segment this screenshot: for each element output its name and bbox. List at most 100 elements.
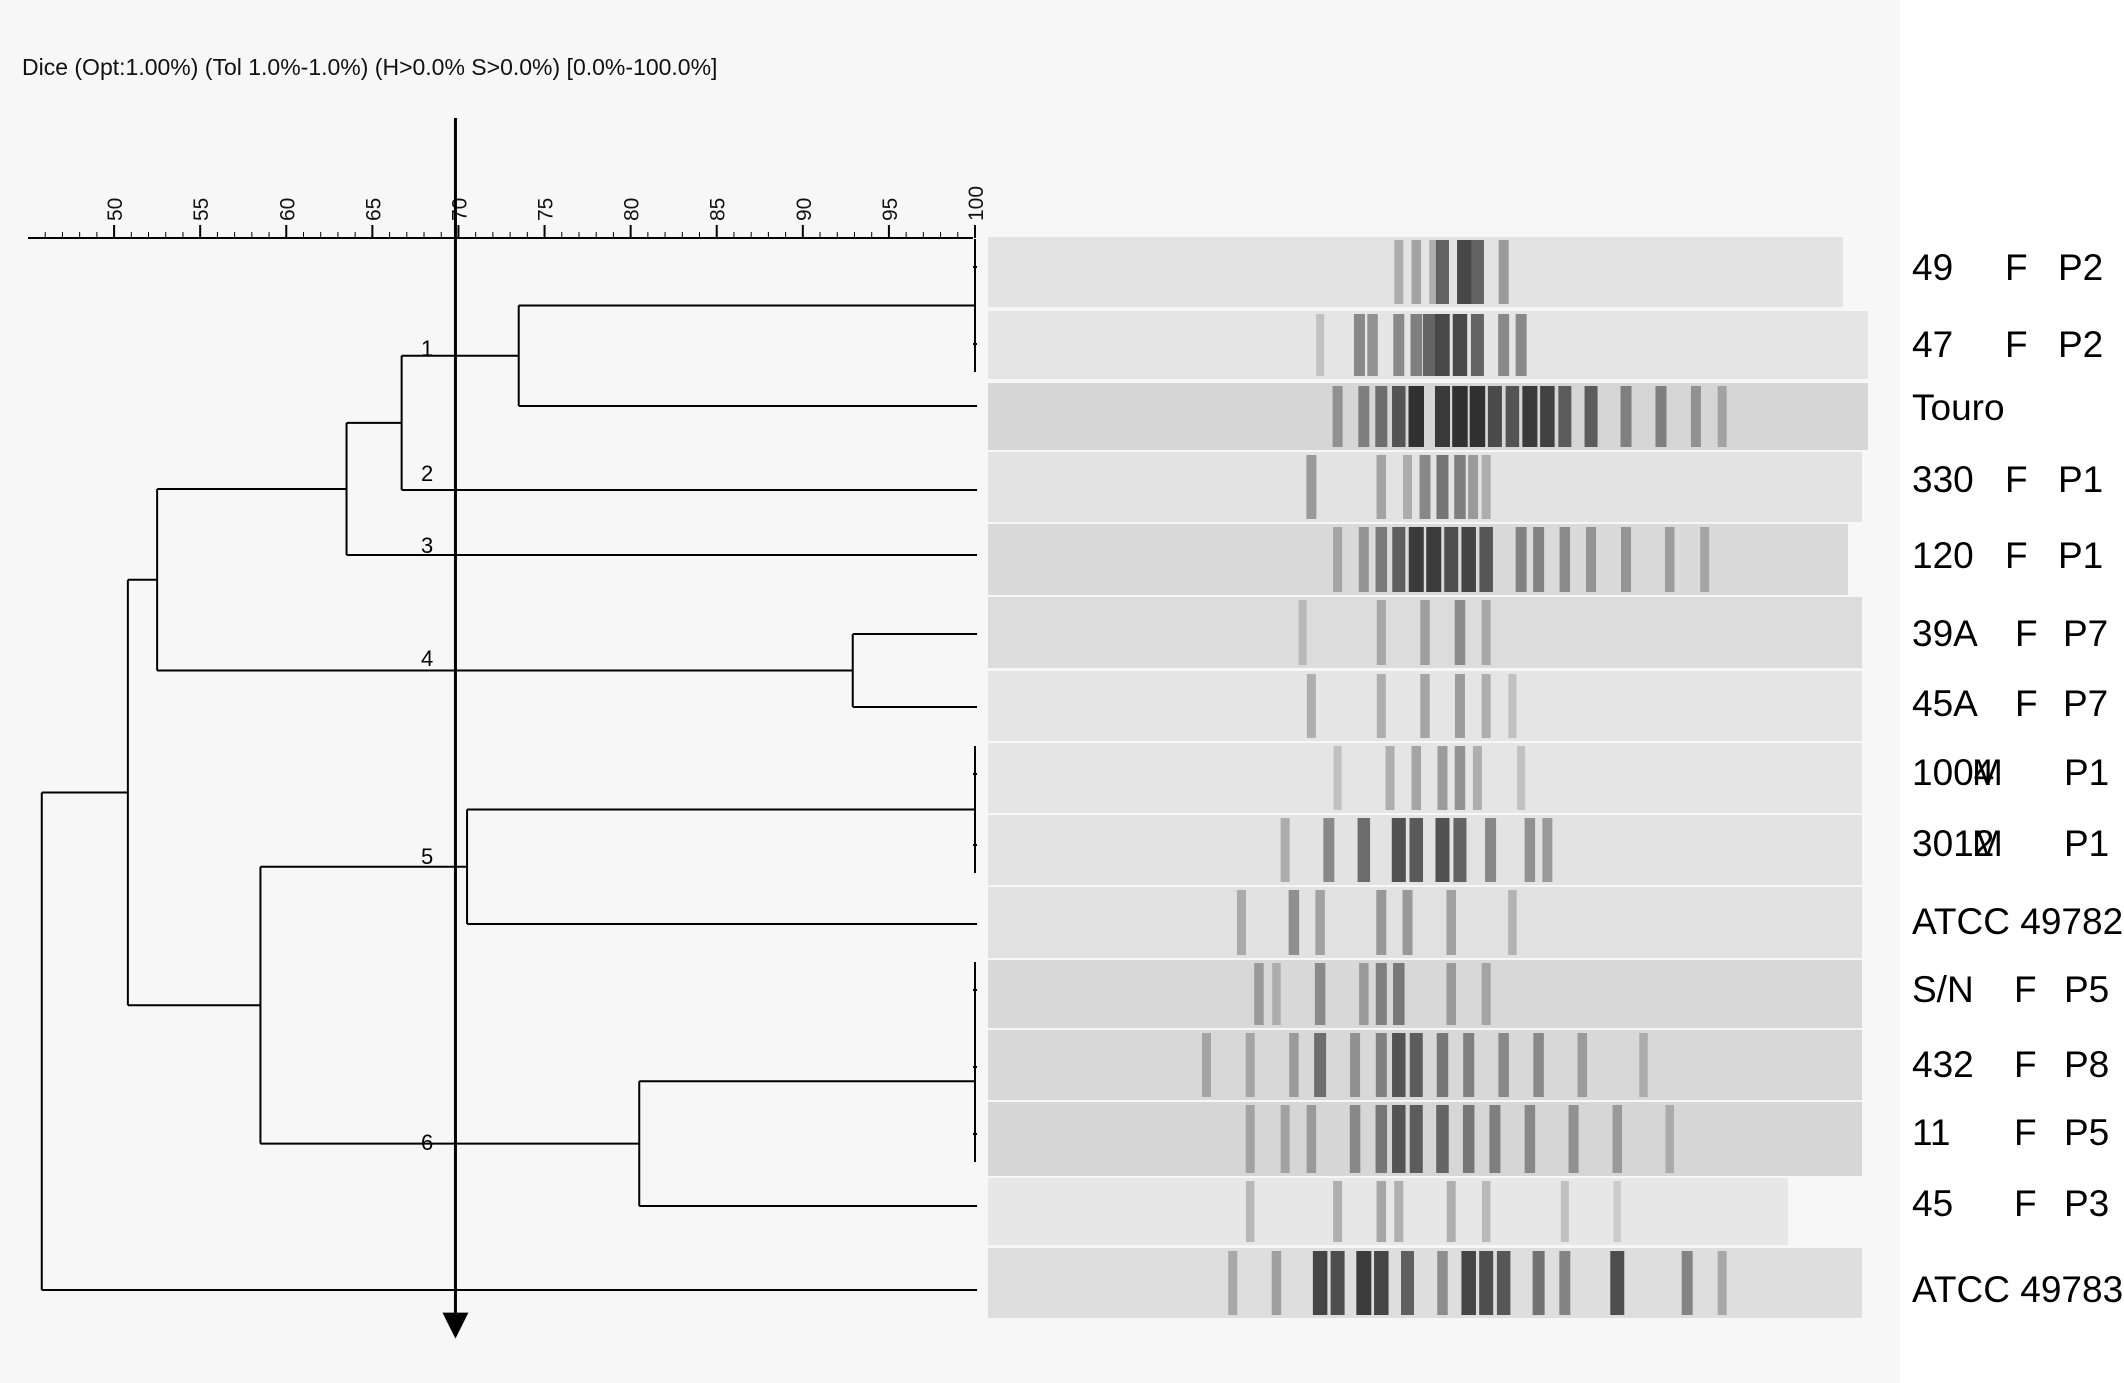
gel-band bbox=[1479, 527, 1493, 592]
scale-tick-label: 55 bbox=[190, 198, 213, 221]
gel-band bbox=[1461, 1251, 1476, 1315]
gel-band bbox=[1639, 1033, 1648, 1097]
gel-band bbox=[1306, 1105, 1317, 1173]
gel-band bbox=[1664, 527, 1675, 592]
gel-band bbox=[1353, 314, 1365, 376]
gel-band bbox=[1498, 240, 1509, 304]
gel-band bbox=[1717, 386, 1727, 447]
cluster-label: 4 bbox=[421, 646, 433, 671]
gel-band bbox=[1236, 890, 1246, 955]
gel-lanes bbox=[988, 237, 1868, 1318]
gel-lane bbox=[988, 887, 1862, 958]
gel-band bbox=[1446, 1181, 1456, 1242]
gel-band bbox=[1359, 963, 1369, 1025]
sample-sex: M bbox=[1972, 823, 2003, 864]
gel-band bbox=[1392, 1105, 1406, 1173]
scale-tick-label: 85 bbox=[707, 198, 730, 221]
gel-band bbox=[1690, 386, 1701, 447]
gel-band bbox=[1434, 386, 1450, 447]
cluster-label: 6 bbox=[421, 1130, 433, 1155]
gel-band bbox=[1540, 386, 1555, 447]
gel-band bbox=[1487, 386, 1502, 447]
gel-band bbox=[1700, 527, 1710, 592]
gel-lane bbox=[988, 743, 1862, 813]
sample-sex: F bbox=[2005, 535, 2028, 576]
gel-band bbox=[1367, 314, 1378, 376]
gel-band bbox=[1375, 1105, 1388, 1173]
gel-lane-background bbox=[988, 383, 1868, 450]
gel-band bbox=[1452, 386, 1468, 447]
gel-band bbox=[1375, 527, 1388, 592]
gel-band bbox=[1560, 1181, 1569, 1242]
sample-label-row: 49 F P2 bbox=[1912, 247, 2103, 288]
gel-band bbox=[1498, 1033, 1509, 1097]
gel-band bbox=[1392, 527, 1406, 592]
sample-sex: F bbox=[2014, 969, 2037, 1010]
gel-band bbox=[1333, 1181, 1343, 1242]
gel-band bbox=[1394, 240, 1404, 304]
sample-group: P2 bbox=[2058, 324, 2103, 365]
gel-band bbox=[1271, 1251, 1282, 1315]
gel-band bbox=[1481, 455, 1491, 519]
sample-id: 47 bbox=[1912, 324, 1953, 365]
gel-lane bbox=[988, 960, 1862, 1028]
sample-id: 330 bbox=[1912, 459, 1974, 500]
gel-band bbox=[1542, 818, 1553, 882]
sample-label-row: 330 F P1 bbox=[1912, 459, 2103, 500]
sample-id: ATCC 49782 bbox=[1912, 901, 2123, 942]
sample-id: 45 bbox=[1912, 1183, 1953, 1224]
sample-sex: F bbox=[2014, 1044, 2037, 1085]
gel-lane bbox=[988, 383, 1868, 450]
gel-band bbox=[1435, 818, 1450, 882]
gel-band bbox=[1479, 1251, 1494, 1315]
gel-lane bbox=[988, 311, 1868, 379]
gel-band bbox=[1472, 746, 1482, 810]
gel-lane-background bbox=[988, 1248, 1862, 1318]
gel-band bbox=[1568, 1105, 1579, 1173]
gel-band bbox=[1463, 1033, 1475, 1097]
gel-band bbox=[1409, 1033, 1423, 1097]
sample-id: 11 bbox=[1912, 1112, 1950, 1153]
gel-band bbox=[1508, 890, 1517, 955]
sample-group: P3 bbox=[2064, 1183, 2109, 1224]
gel-band bbox=[1584, 386, 1598, 447]
figure-title: Dice (Opt:1.00%) (Tol 1.0%-1.0%) (H>0.0%… bbox=[22, 54, 717, 80]
sample-labels: 49 F P2 47 F P2 Touro 330 F P1 120 F P1 39A F P7 45A F P7 1… bbox=[1912, 247, 2123, 1310]
gel-band bbox=[1272, 963, 1281, 1025]
gel-band bbox=[1408, 527, 1424, 592]
gel-band bbox=[1515, 527, 1527, 592]
gel-band bbox=[1489, 1105, 1501, 1173]
scale-tick-label: 50 bbox=[104, 198, 127, 221]
gel-band bbox=[1385, 746, 1395, 810]
gel-lane bbox=[988, 524, 1848, 595]
sample-label-row: 45A F P7 bbox=[1912, 683, 2108, 724]
gel-band bbox=[1420, 600, 1430, 665]
sample-label-row: 39A F P7 bbox=[1912, 613, 2108, 654]
gel-band bbox=[1586, 527, 1597, 592]
sample-id: Touro bbox=[1912, 387, 2005, 428]
gel-band bbox=[1454, 674, 1465, 738]
gel-band bbox=[1517, 746, 1526, 810]
gel-band bbox=[1470, 240, 1484, 304]
gel-band bbox=[1422, 314, 1436, 376]
scale-tick-label: 80 bbox=[621, 198, 644, 221]
sample-sex: F bbox=[2005, 247, 2028, 288]
sample-sex: F bbox=[2005, 459, 2028, 500]
gel-band bbox=[1522, 386, 1538, 447]
sample-id: 432 bbox=[1912, 1044, 1974, 1085]
cluster-label: 5 bbox=[421, 844, 433, 869]
scale-tick-label: 60 bbox=[276, 198, 299, 221]
sample-group: P5 bbox=[2064, 1112, 2109, 1153]
similarity-scale-axis: 50 55 60 65 70 75 80 85 90 95 100 bbox=[28, 186, 988, 239]
gel-band bbox=[1306, 455, 1317, 519]
scale-tick-label: 95 bbox=[879, 198, 902, 221]
scale-tick-label: 70 bbox=[448, 198, 471, 221]
sample-label-row: 47 F P2 bbox=[1912, 324, 2103, 365]
sample-id: 120 bbox=[1912, 535, 1974, 576]
gel-band bbox=[1515, 314, 1527, 376]
gel-band bbox=[1524, 1105, 1536, 1173]
sample-id: 39A bbox=[1912, 613, 1978, 654]
gel-band bbox=[1254, 963, 1264, 1025]
gel-lane-background bbox=[988, 815, 1862, 885]
